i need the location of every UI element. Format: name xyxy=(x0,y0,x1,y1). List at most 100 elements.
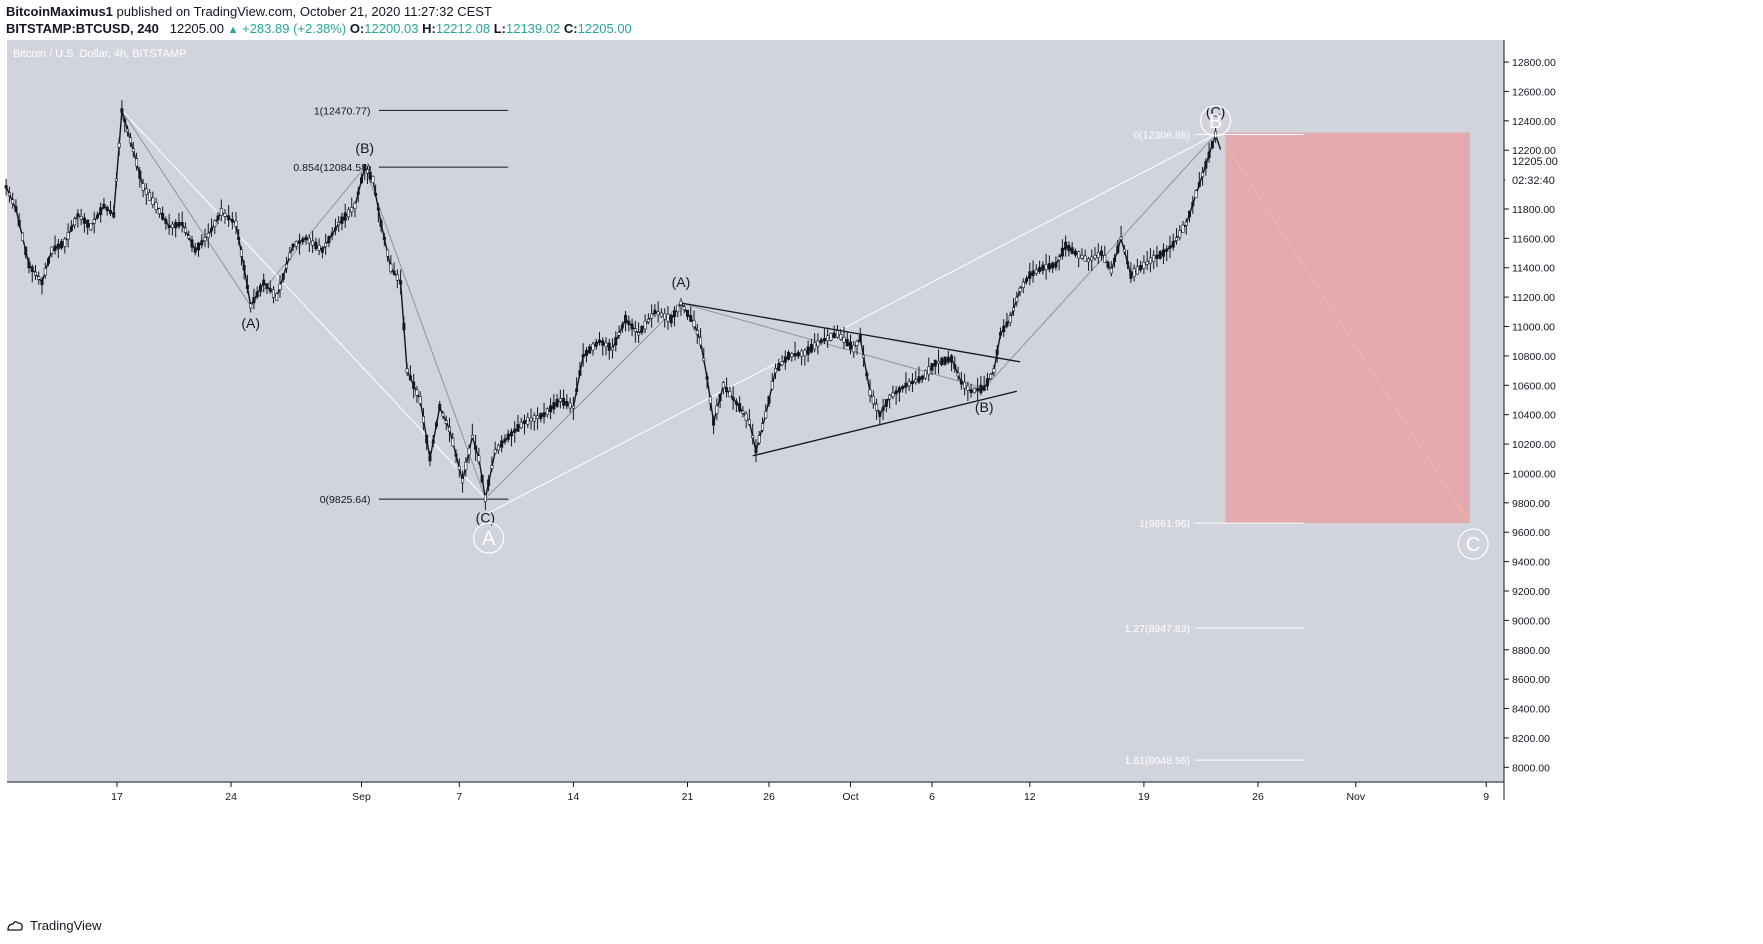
candle-body xyxy=(1028,271,1032,279)
candle-body xyxy=(69,226,73,232)
candle-body xyxy=(715,405,719,414)
candle-body xyxy=(474,445,478,450)
y-tick-label-15: 11000.00 xyxy=(1512,322,1555,334)
low-value: 12139.02 xyxy=(505,21,561,36)
candle-body xyxy=(371,175,375,184)
candle-body xyxy=(239,249,243,257)
candle-body xyxy=(304,236,308,241)
circle-label-ring-0 xyxy=(473,522,505,554)
candle-body xyxy=(467,447,471,455)
candle-body xyxy=(337,222,341,226)
candle-body xyxy=(1096,252,1100,258)
candle-body xyxy=(604,342,608,348)
candle-body xyxy=(809,343,813,353)
candle-body xyxy=(888,394,892,400)
time-axis[interactable]: 17 24 Sep 7 14 21 26 Oct 6 12 19 26 Nov 9 xyxy=(111,782,1489,803)
y-tick-label-8: 9600.00 xyxy=(1512,527,1550,539)
x-tick-label-3: 7 xyxy=(456,791,462,803)
candle-body xyxy=(441,412,445,417)
candle-body xyxy=(102,203,106,209)
candle-body xyxy=(803,349,807,357)
candle-body xyxy=(37,276,41,280)
candle-body xyxy=(451,438,455,447)
candle-body xyxy=(76,213,80,217)
candle-body xyxy=(800,350,804,357)
y-tick-label-13: 10600.00 xyxy=(1512,380,1556,392)
candle-body xyxy=(966,385,970,391)
candle-body xyxy=(448,426,452,432)
candle-body xyxy=(1041,264,1045,271)
candle-body xyxy=(1175,237,1179,241)
candle-body xyxy=(131,148,135,152)
candle-body xyxy=(454,453,458,457)
chart-title: Bitcoin / U.S. Dollar, 4h, BITSTAMP xyxy=(13,48,186,60)
publish-info: published on TradingView.com, October 21… xyxy=(116,4,492,19)
candle-body xyxy=(829,333,833,341)
candle-body xyxy=(320,247,324,253)
candle-body xyxy=(258,285,262,292)
candle-body xyxy=(1103,255,1107,263)
candle-body xyxy=(230,218,234,223)
candle-body xyxy=(787,352,791,360)
candle-body xyxy=(210,227,214,232)
candle-body xyxy=(249,303,253,309)
candle-body xyxy=(317,245,321,251)
candle-body xyxy=(477,455,481,463)
candle-body xyxy=(268,288,272,292)
candle-body xyxy=(1005,321,1009,327)
candle-body xyxy=(917,376,921,383)
candle-body xyxy=(633,328,637,332)
candle-body xyxy=(428,456,432,462)
candle-body xyxy=(738,403,742,412)
candle-body xyxy=(288,252,292,260)
candle-body xyxy=(278,283,282,290)
candle-body xyxy=(728,390,732,398)
y-tick-label-3: 8600.00 xyxy=(1512,674,1550,686)
footer-brand[interactable]: TradingView xyxy=(30,918,102,933)
y-tick-label-24: 12800.00 xyxy=(1512,57,1556,69)
candle-body xyxy=(193,247,197,253)
candle-body xyxy=(627,320,631,325)
candle-body xyxy=(578,370,582,376)
short-position-zone xyxy=(1225,132,1470,524)
candle-body xyxy=(901,386,905,390)
candle-body xyxy=(1109,267,1113,274)
wave-lines-layer xyxy=(121,110,1471,524)
candle-body xyxy=(953,364,957,370)
candle-body xyxy=(963,382,967,389)
candle-body xyxy=(431,439,435,444)
candle-body xyxy=(1201,172,1205,178)
candle-body xyxy=(591,343,595,351)
author-name[interactable]: BitcoinMaximus1 xyxy=(6,4,113,19)
candle-body xyxy=(227,215,231,221)
x-tick-label-13: 9 xyxy=(1483,791,1489,803)
candle-body xyxy=(712,418,716,426)
candle-body xyxy=(1086,258,1090,263)
candle-body xyxy=(1161,249,1165,257)
wave-line-6 xyxy=(1224,143,1471,524)
fib-left-label-0: 1(12470.77) xyxy=(314,105,371,117)
candle-body xyxy=(894,390,898,395)
candle-body xyxy=(120,108,124,113)
symbol-label: BITSTAMP:BTCUSD, 240 xyxy=(6,21,159,36)
candle-body xyxy=(669,314,673,324)
candle-body xyxy=(314,241,318,250)
candle-body xyxy=(1083,255,1087,262)
price-chart[interactable]: 1(12470.77) 0.854(12084.58) 0(9825.64) 0(12… xyxy=(0,40,1763,910)
candle-body xyxy=(359,177,363,184)
candle-body xyxy=(770,381,774,390)
candle-body xyxy=(1129,271,1133,279)
candle-body xyxy=(692,320,696,328)
candle-body xyxy=(656,311,660,316)
candle-body xyxy=(1002,325,1006,333)
candle-body xyxy=(66,232,70,240)
candle-body xyxy=(1197,182,1201,187)
candle-body xyxy=(927,366,931,375)
candle-body xyxy=(1031,270,1035,277)
chart-frame[interactable]: 1(12470.77) 0.854(12084.58) 0(9825.64) 0(12… xyxy=(0,40,1763,915)
candle-body xyxy=(56,243,60,250)
candle-body xyxy=(434,422,438,427)
y-tick-label-14: 10800.00 xyxy=(1512,351,1556,363)
candle-body xyxy=(835,330,839,338)
y-tick-label-23: 12600.00 xyxy=(1512,86,1556,98)
